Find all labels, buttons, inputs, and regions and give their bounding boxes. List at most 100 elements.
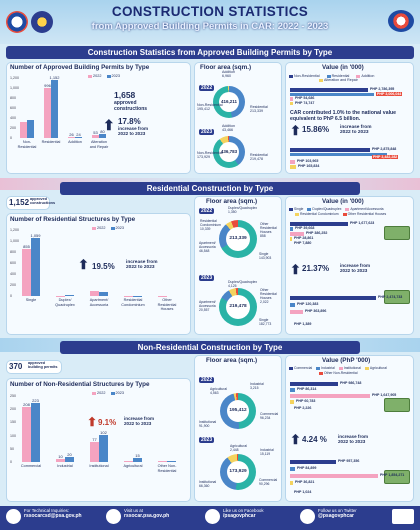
- nonres-count-title: Number of Non-Residential Structures by …: [10, 381, 150, 388]
- res-floor-2022-lbl3: Apartment/ Accessoria 46,548: [199, 241, 216, 253]
- bar-2023: [167, 461, 176, 462]
- nonres-floor-2023-year: 2023: [199, 437, 215, 443]
- footer-facebook[interactable]: Like us on Facebook/psagovphcar: [223, 508, 264, 519]
- nr-v23-comm-bar: [290, 460, 336, 464]
- res-count-label: approved constructions: [30, 197, 56, 205]
- y-tick-label: 50: [10, 446, 14, 451]
- res-count-title: Number of Residential Structures by Type: [10, 216, 136, 223]
- bar-value-label: 80: [100, 129, 105, 134]
- total-constructions-label: approved constructions: [114, 100, 148, 112]
- res-v22-duplex-lbl: PHP 39,668: [295, 226, 315, 230]
- nr-v23-ind-bar: [290, 467, 295, 471]
- bar-value-label: 53: [93, 130, 98, 136]
- nonres-floor-2023-lbl2: Institutional 66,360: [199, 480, 217, 488]
- money-icon-3: [384, 398, 410, 412]
- category-label: Single: [25, 298, 37, 302]
- header: [0, 0, 420, 44]
- bar-value-label: 1,152: [49, 75, 60, 81]
- permits-count-title: Number of Approved Building Permits by T…: [10, 64, 150, 71]
- nr-v22-other-lbl: PHP 2,226: [294, 406, 312, 410]
- nr-v22-agri-bar: [290, 400, 294, 404]
- bar-value-label: 26: [69, 131, 74, 137]
- value-2023-res-lbl: PHP 3,482,282: [372, 154, 399, 159]
- footer-twitter[interactable]: Follow us on Twitter @psagovphcar: [318, 508, 357, 519]
- nr-v22-agri-lbl: PHP 60,783: [296, 399, 316, 403]
- car-logo-icon: [31, 11, 53, 33]
- value-2022-res-lbl: PHP 3,006,044: [376, 91, 403, 96]
- nonres-floor-2022-year: 2022: [199, 377, 215, 383]
- nr-v23-inst-bar: [290, 474, 378, 478]
- car-contribution-note: CAR contributed 1.0% to the national val…: [290, 110, 397, 122]
- category-label: Residential: [41, 140, 61, 144]
- up-arrow-icon: ⬆: [103, 117, 115, 133]
- y-tick-label: 100: [10, 433, 16, 438]
- value-2022-res-bar: [290, 92, 374, 96]
- nr-v22-ind-lbl: PHP 86,314: [297, 387, 317, 391]
- res-v23-single-bar: [290, 296, 376, 300]
- footer-website[interactable]: Visit us at rssocar.psa.gov.ph: [124, 508, 170, 519]
- y-tick-label: 0: [10, 460, 12, 464]
- y-tick-label: 800: [10, 96, 16, 100]
- nr-v23-other-lbl: PHP 1,024: [294, 490, 312, 494]
- nr-v22-ind-bar: [290, 388, 295, 392]
- nonres-value-pct: 4.24 %: [302, 435, 327, 444]
- money-icon-2: [384, 290, 410, 304]
- nonres-up-arrow-icon: ⬆: [87, 415, 98, 429]
- nonres-value-pct-label: increase from 2022 to 2023: [338, 434, 369, 444]
- nonres-bar-chart: 250 200 150 100 50 0 208 223 Commercial 10 20 Indus…: [10, 394, 188, 482]
- footer-email[interactable]: For Technical Inquiries: rssocarcsd@psa.g…: [24, 508, 82, 519]
- bar-2023: [27, 119, 34, 138]
- y-tick-label: 250: [10, 394, 16, 398]
- y-tick-label: 0: [10, 136, 12, 140]
- bar-value-label: 223: [32, 398, 39, 404]
- res-floor-2022-year: 2022: [199, 208, 215, 214]
- permits-pct-value: 17.8%: [118, 117, 141, 126]
- permits-pct-label: increase from 2022 to 2023: [118, 126, 149, 136]
- res-floor-2022-lbl4: Single 143,903: [259, 252, 272, 260]
- res-count-value: 1,152: [9, 198, 30, 207]
- value-2023-alt-lbl: PHP 165,834: [298, 164, 320, 168]
- res-floor-2022-lbl1: Residential Condominium 10,339: [200, 219, 221, 231]
- y-tick-label: 200: [10, 407, 16, 412]
- bar-2022: [68, 136, 75, 138]
- category-label: Non- Residential: [17, 140, 37, 149]
- nr-v22-inst-bar: [290, 394, 370, 398]
- section-nonres-header: Non-Residential Construction by Type: [60, 341, 360, 354]
- bar-2022: [20, 121, 27, 138]
- iso-certification-logo-icon: [392, 509, 414, 524]
- bar-2022: [56, 459, 65, 462]
- res-value-panel: [285, 196, 414, 335]
- bar-value-label: 102: [100, 430, 107, 436]
- value-2023-nonres-lbl: PHP 2,875,848: [372, 147, 397, 151]
- bar-2022: [22, 248, 31, 296]
- bar-value-label: 208: [23, 402, 30, 408]
- bar-value-label: 24: [76, 131, 81, 137]
- bar-2022: [124, 460, 133, 462]
- bar-2023: [99, 435, 108, 462]
- nonres-count-value: 370: [9, 362, 23, 371]
- res-floor-2023-lbl0: Duplex/Quadruplex 4,125: [228, 280, 258, 288]
- twitter-icon: [300, 509, 315, 524]
- category-label: Other Residential Houses: [157, 298, 177, 311]
- money-icon-4: [384, 470, 410, 484]
- bar-value-label: 855: [23, 243, 30, 249]
- nr-v23-inst-lbl: PHP 1,854,271: [380, 473, 405, 477]
- bar-2023: [99, 292, 108, 296]
- bar-2023: [65, 295, 74, 296]
- bar-value-label: 77: [92, 436, 97, 442]
- nonres-value-up-arrow-icon: ⬆: [290, 432, 301, 447]
- res-value-up-arrow-icon: ⬆: [290, 262, 301, 277]
- value-2022-add-bar: [290, 97, 293, 101]
- res-floor-2023-center: 219,478: [226, 295, 250, 319]
- floor-2022-label-nonres: Non-Residential 195,412: [197, 103, 223, 111]
- nr-v23-comm-lbl: PHP 957,356: [338, 459, 360, 463]
- floor-2023-center: 436,783: [219, 142, 239, 162]
- nonres-floor-2022-lbl3: Institutional 91,900: [199, 420, 217, 428]
- category-label: Commercial: [20, 464, 42, 468]
- floor-2022-label-addition: Addition 6,960: [222, 70, 235, 78]
- bar-2023: [31, 403, 40, 462]
- nonres-value-legend: Commercial Industrial Institutional Agri…: [289, 366, 411, 376]
- res-v23-duplex-lbl: PHP 120,383: [297, 302, 319, 306]
- res-pct-value: 19.5%: [92, 262, 115, 271]
- nr-v23-agri-bar: [290, 481, 293, 485]
